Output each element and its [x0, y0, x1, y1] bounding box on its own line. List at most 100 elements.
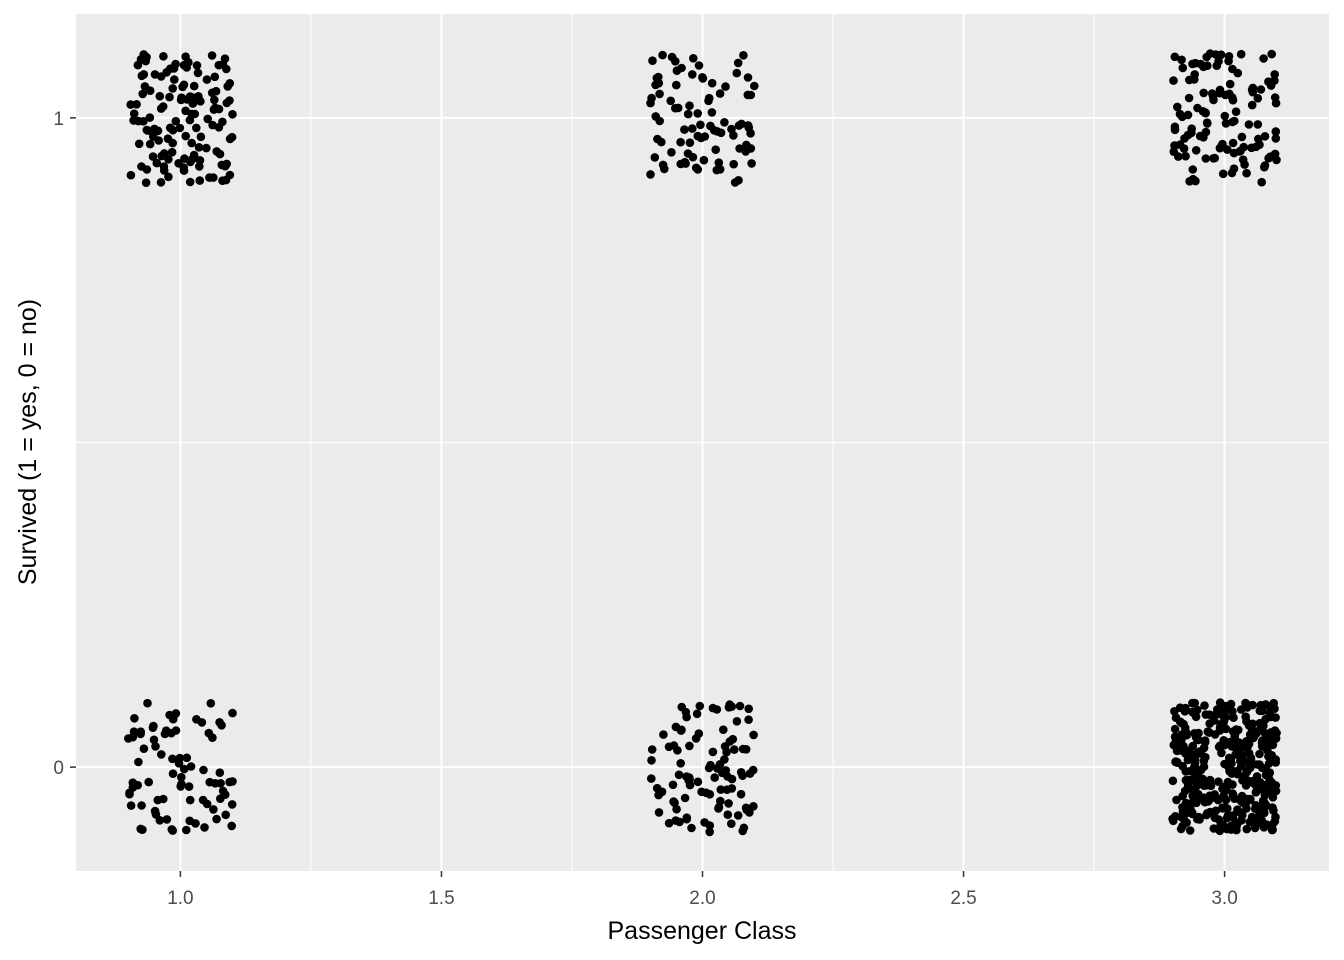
data-point — [136, 729, 145, 739]
data-point — [1202, 52, 1211, 62]
data-point — [1236, 49, 1246, 59]
data-point — [1224, 52, 1234, 61]
data-point — [1257, 742, 1267, 751]
data-point — [714, 158, 724, 167]
data-point — [1188, 809, 1197, 819]
data-point — [1205, 719, 1214, 728]
data-point — [168, 84, 177, 93]
data-point — [210, 95, 219, 105]
data-point — [227, 800, 237, 809]
data-point — [1173, 102, 1182, 112]
data-point — [1209, 154, 1218, 163]
data-point — [1230, 116, 1239, 126]
data-point — [145, 113, 155, 122]
data-point — [222, 98, 232, 108]
data-point — [658, 160, 668, 170]
data-point — [1174, 152, 1183, 161]
x-tick-label: 2.0 — [689, 888, 715, 909]
data-point — [1241, 712, 1250, 721]
data-point — [1176, 824, 1186, 834]
data-point — [169, 64, 179, 73]
data-point — [1217, 748, 1226, 758]
data-point — [1216, 50, 1226, 59]
x-axis-ticks: 1.0 1.5 2.0 2.5 3.0 — [167, 871, 1238, 909]
data-point — [1188, 59, 1197, 69]
data-point — [664, 818, 674, 828]
data-point — [1260, 132, 1270, 141]
data-point — [1170, 52, 1180, 62]
data-point — [1264, 759, 1274, 768]
data-point — [739, 823, 749, 833]
data-point — [1272, 155, 1281, 165]
data-point — [1169, 76, 1178, 85]
data-point — [167, 825, 177, 834]
data-point — [1229, 164, 1239, 173]
data-point — [715, 760, 725, 769]
data-point — [1260, 791, 1270, 800]
data-point — [1253, 94, 1263, 103]
data-point — [1212, 709, 1221, 719]
data-point — [680, 125, 689, 134]
data-point — [1200, 701, 1209, 710]
data-point — [1271, 786, 1281, 796]
data-point — [207, 88, 217, 98]
data-point — [1184, 93, 1194, 103]
data-point — [215, 149, 225, 159]
data-point — [1220, 111, 1230, 121]
data-point — [1255, 760, 1264, 769]
data-point — [1191, 732, 1201, 742]
data-point — [667, 148, 676, 157]
data-point — [1267, 49, 1276, 59]
data-point — [168, 714, 178, 724]
data-point — [159, 52, 168, 61]
data-point — [1199, 88, 1208, 98]
data-point — [150, 806, 160, 816]
data-point — [683, 109, 693, 119]
data-point — [178, 82, 187, 92]
data-point — [695, 701, 705, 711]
data-point — [743, 90, 753, 100]
data-point — [682, 813, 692, 822]
data-point — [1242, 703, 1252, 712]
data-point — [732, 717, 742, 726]
data-point — [1190, 698, 1199, 708]
data-point — [733, 58, 743, 68]
data-point — [1215, 741, 1225, 750]
data-point — [228, 777, 237, 786]
data-point — [1192, 749, 1201, 759]
data-point — [672, 804, 681, 814]
data-point — [192, 715, 201, 724]
data-point — [715, 89, 725, 98]
data-point — [130, 714, 139, 723]
data-point — [685, 741, 694, 751]
data-point — [1271, 127, 1281, 136]
data-point — [138, 825, 147, 834]
data-point — [1260, 161, 1270, 170]
data-point — [1239, 774, 1249, 784]
data-point — [711, 145, 720, 154]
data-point — [179, 764, 189, 774]
data-point — [1202, 118, 1212, 127]
data-point — [157, 151, 166, 161]
data-point — [1222, 785, 1231, 794]
data-point — [185, 816, 194, 826]
data-point — [223, 82, 232, 91]
data-point — [1214, 57, 1223, 66]
data-point — [1215, 698, 1225, 707]
data-point — [175, 753, 185, 763]
data-point — [689, 54, 698, 63]
data-point — [1199, 756, 1209, 766]
data-point — [685, 780, 695, 790]
data-point — [675, 817, 684, 827]
data-point — [1264, 77, 1273, 86]
data-point — [700, 818, 709, 827]
data-point — [694, 729, 704, 738]
data-point — [1260, 728, 1270, 738]
data-point — [1183, 130, 1193, 140]
data-point — [749, 730, 758, 740]
data-point — [209, 173, 218, 182]
data-point — [143, 698, 152, 708]
data-point — [1210, 813, 1220, 823]
data-point — [190, 109, 200, 119]
data-point — [688, 124, 697, 133]
